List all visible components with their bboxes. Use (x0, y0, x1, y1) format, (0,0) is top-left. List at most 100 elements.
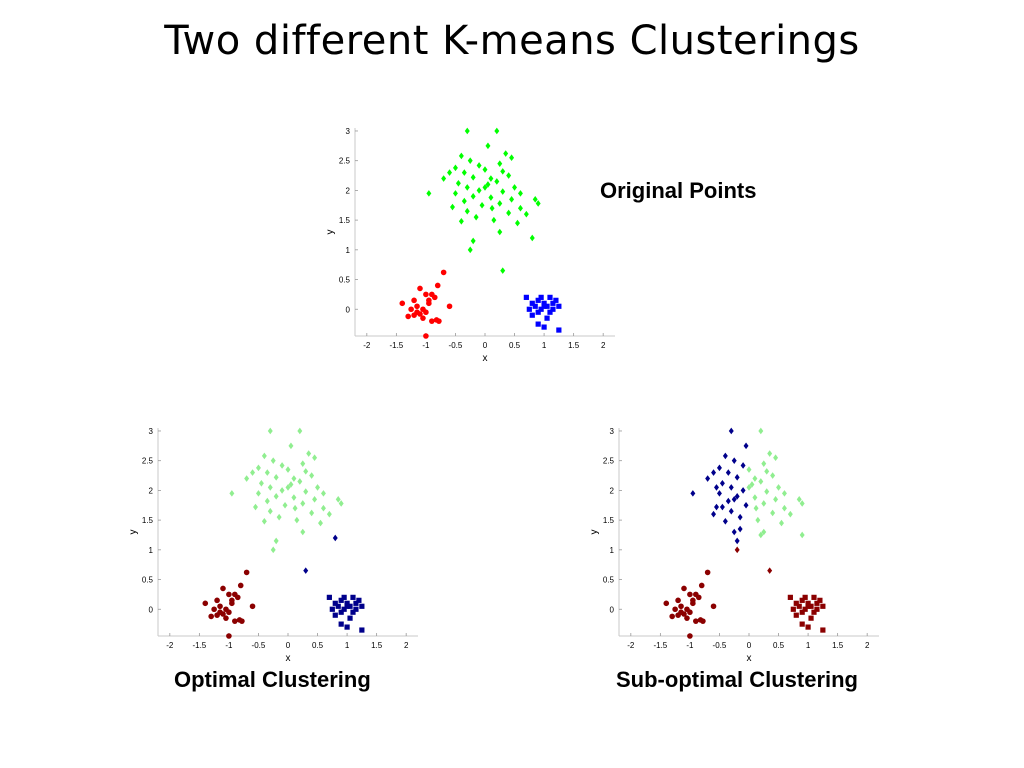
data-point-circle (687, 591, 693, 598)
data-point-diamond (761, 500, 767, 507)
data-point-diamond (500, 188, 506, 195)
data-point-diamond (309, 509, 315, 517)
data-point-diamond (291, 475, 297, 482)
data-point-circle (220, 585, 226, 592)
optimal-clustering-scatter-plot: 0 0.5 1 1.5 2 2.5 3 -2 -1.5 -1 -0.5 0 0.5 1 1.5 2 x y (128, 427, 418, 664)
data-point-diamond (746, 484, 752, 491)
data-point-square (335, 603, 341, 609)
data-point-diamond (467, 157, 473, 164)
data-point-square (817, 597, 823, 603)
slide-title: Two different K-means Clusterings (164, 18, 860, 64)
data-point-diamond (728, 507, 734, 515)
data-point-diamond (282, 501, 288, 509)
data-point-diamond (728, 427, 734, 435)
x-tick-label: 2 (404, 641, 409, 650)
data-point-diamond (509, 154, 515, 162)
data-point-circle (436, 318, 442, 324)
data-point-diamond (285, 466, 291, 473)
data-point-diamond (705, 475, 711, 482)
data-point-square (556, 303, 562, 309)
data-point-diamond (482, 166, 488, 173)
data-point-diamond (746, 466, 752, 473)
optimal-clustering-caption: Optimal Clustering (174, 667, 371, 692)
data-point-circle (239, 618, 245, 624)
data-point-diamond (267, 427, 273, 435)
data-point-circle (693, 591, 699, 598)
data-point-square (338, 597, 344, 603)
data-point-diamond (773, 496, 779, 503)
data-point-diamond (300, 460, 306, 467)
x-tick-label: 1.5 (568, 341, 580, 350)
data-point-square (538, 294, 544, 300)
data-point-square (535, 321, 541, 327)
data-point-diamond (787, 510, 793, 518)
data-point-diamond (743, 442, 749, 450)
data-point-square (544, 303, 550, 309)
data-point-circle (669, 613, 675, 620)
x-tick-label: 1 (345, 641, 350, 650)
data-point-diamond (261, 518, 267, 525)
x-tick-label: 1.5 (832, 641, 844, 650)
data-point-circle (684, 615, 690, 621)
x-tick-label: -0.5 (252, 641, 266, 650)
data-point-diamond (743, 501, 749, 509)
data-point-circle (223, 615, 229, 621)
x-tick-label: 0.5 (509, 341, 521, 350)
data-point-circle (446, 303, 453, 310)
data-point-square (820, 603, 826, 609)
data-point-diamond (315, 484, 321, 491)
data-point-circle (440, 269, 447, 276)
data-point-diamond (500, 267, 506, 274)
data-point-diamond (270, 457, 276, 464)
data-point-diamond (734, 546, 740, 554)
data-point-square (359, 627, 365, 633)
data-point-square (332, 612, 338, 618)
data-point-diamond (255, 464, 261, 472)
data-point-square (529, 312, 535, 318)
data-point-diamond (426, 190, 432, 197)
y-tick-label: 0.5 (142, 576, 154, 585)
data-point-square (793, 612, 799, 618)
data-point-diamond (450, 203, 455, 211)
data-point-circle (232, 591, 238, 598)
data-point-diamond (255, 490, 261, 497)
data-point-diamond (276, 513, 282, 521)
data-point-diamond (770, 472, 776, 479)
data-point-diamond (497, 200, 503, 207)
data-point-diamond (279, 487, 285, 494)
data-point-circle (202, 600, 209, 607)
data-point-diamond (506, 172, 512, 179)
data-point-diamond (734, 537, 740, 545)
data-point-square (805, 600, 811, 606)
data-point-circle (417, 285, 423, 292)
data-point-diamond (229, 490, 235, 497)
data-point-diamond (512, 184, 518, 191)
data-point-diamond (309, 472, 315, 479)
data-point-square (353, 606, 359, 612)
x-tick-label: 1 (806, 641, 811, 650)
y-tick-label: 0 (610, 605, 615, 614)
data-point-diamond (300, 528, 306, 536)
data-point-circle (226, 609, 232, 616)
data-point-diamond (455, 179, 461, 187)
data-point-square (805, 603, 811, 609)
x-axis-label: x (747, 653, 752, 664)
data-point-square (353, 600, 359, 606)
data-point-square (799, 621, 805, 627)
data-point-diamond (264, 469, 270, 476)
data-point-diamond (740, 462, 746, 469)
data-point-square (814, 600, 820, 606)
data-point-diamond (503, 150, 509, 157)
y-axis-label: y (128, 530, 139, 535)
y-tick-label: 0.5 (339, 276, 351, 285)
data-point-diamond (711, 469, 717, 476)
data-point-diamond (770, 509, 776, 517)
data-point-diamond (326, 510, 332, 518)
data-point-diamond (452, 164, 458, 172)
y-tick-label: 3 (346, 127, 351, 136)
data-point-circle (420, 315, 426, 321)
x-tick-label: -0.5 (449, 341, 463, 350)
data-point-diamond (517, 204, 523, 212)
data-point-square (811, 594, 817, 600)
data-point-square (523, 294, 529, 300)
